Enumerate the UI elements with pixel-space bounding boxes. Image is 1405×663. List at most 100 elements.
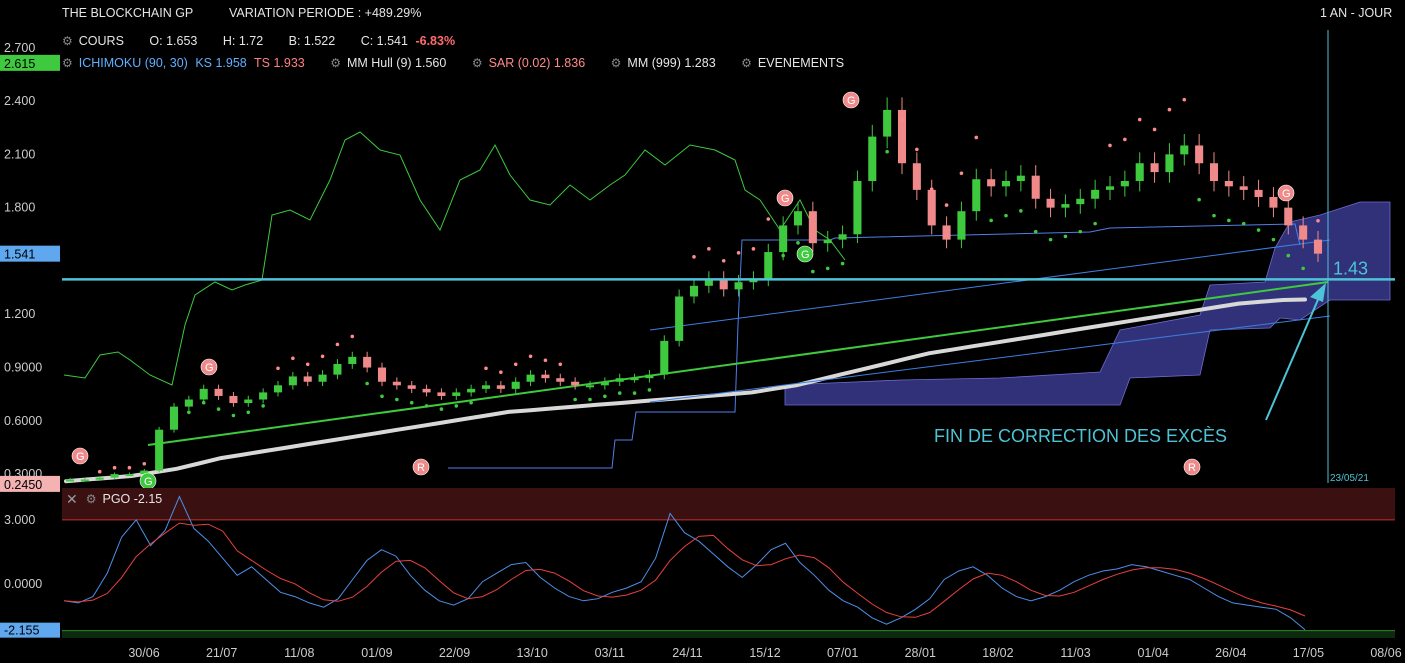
candle bbox=[1254, 179, 1263, 207]
sar-dot bbox=[781, 253, 785, 258]
sar-dot bbox=[588, 397, 592, 402]
pgo-line bbox=[63, 495, 1306, 631]
gear-icon[interactable]: ⚙ bbox=[62, 56, 73, 70]
candle-body bbox=[184, 399, 193, 407]
candle bbox=[1239, 176, 1248, 201]
annotation-arrowhead bbox=[1310, 283, 1326, 302]
candle bbox=[125, 472, 134, 477]
candle-body bbox=[65, 479, 75, 482]
candle-body bbox=[645, 374, 654, 379]
gear-icon[interactable]: ⚙ bbox=[741, 56, 752, 70]
candle bbox=[868, 124, 877, 192]
ichimoku-cloud bbox=[784, 201, 1391, 406]
gear-icon[interactable]: ⚙ bbox=[610, 56, 622, 70]
sar-dot bbox=[647, 388, 652, 392]
candle-body bbox=[1254, 189, 1263, 197]
sar-dot bbox=[1108, 143, 1112, 148]
candle-body bbox=[1031, 175, 1040, 199]
y-tick-label: 1.800 bbox=[4, 201, 35, 215]
gear-icon[interactable]: ⚙ bbox=[471, 56, 483, 70]
gear-icon[interactable]: ⚙ bbox=[62, 34, 73, 48]
candle bbox=[65, 478, 75, 482]
pgo-tick-label: 3.000 bbox=[4, 513, 35, 527]
sar-dot bbox=[721, 258, 726, 263]
period-selector[interactable]: 1 AN - JOUR bbox=[1320, 6, 1393, 20]
candle bbox=[288, 371, 297, 390]
candle bbox=[1269, 187, 1278, 218]
candle-body bbox=[140, 470, 149, 475]
x-tick-label: 21/07 bbox=[206, 646, 237, 660]
candle-body bbox=[407, 385, 416, 389]
sar-dot bbox=[692, 255, 696, 259]
candle-body bbox=[1150, 163, 1159, 173]
sar-dot bbox=[751, 247, 756, 251]
sar-dot bbox=[1048, 237, 1053, 242]
candle-body bbox=[333, 363, 342, 375]
hull-value: MM Hull (9) 1.560 bbox=[346, 56, 447, 70]
candle bbox=[437, 388, 446, 400]
candle bbox=[407, 381, 416, 394]
sar-dot bbox=[929, 187, 934, 191]
candle-body bbox=[1076, 198, 1085, 205]
sar-dot bbox=[1019, 209, 1023, 213]
sar-dot bbox=[1093, 221, 1097, 226]
candle bbox=[704, 271, 713, 294]
pgo-flag-label: -2.155 bbox=[4, 624, 39, 638]
candle-body bbox=[496, 385, 505, 389]
candle-body bbox=[422, 388, 431, 393]
candle-body bbox=[1105, 186, 1115, 190]
trend-line-green bbox=[147, 281, 1329, 446]
x-tick-label: 01/09 bbox=[361, 646, 392, 660]
ichimoku-label: ICHIMOKU (90, 30) bbox=[78, 56, 188, 70]
candle bbox=[541, 370, 550, 383]
sar-dot bbox=[484, 366, 488, 371]
candle bbox=[467, 384, 476, 397]
sar-dot bbox=[216, 407, 221, 411]
price-flag-label: 0.2450 bbox=[4, 478, 42, 492]
candle-body bbox=[229, 395, 238, 404]
pgo-header: ✕ ⚙ PGO -2.15 bbox=[62, 488, 162, 510]
sar-dot bbox=[112, 465, 117, 470]
x-tick-label: 03/11 bbox=[595, 646, 625, 660]
event-badge-label: G bbox=[144, 476, 153, 488]
gear-icon[interactable]: ⚙ bbox=[85, 492, 97, 506]
event-badge-circle bbox=[1183, 458, 1201, 476]
price-flag bbox=[0, 475, 60, 492]
sar-dot bbox=[543, 358, 548, 363]
sar-dot bbox=[380, 394, 384, 399]
candle bbox=[214, 384, 223, 400]
candle bbox=[1031, 165, 1040, 209]
candle bbox=[199, 384, 208, 404]
candle-body bbox=[1135, 163, 1144, 181]
event-badge: G bbox=[1277, 184, 1295, 202]
candle bbox=[1046, 188, 1055, 218]
candle-body bbox=[883, 109, 892, 137]
candle bbox=[897, 97, 907, 175]
close-icon[interactable]: ✕ bbox=[66, 490, 78, 507]
gear-icon[interactable]: ⚙ bbox=[330, 56, 341, 70]
candle bbox=[80, 478, 89, 482]
candle-body bbox=[1091, 189, 1100, 199]
candle bbox=[496, 381, 505, 394]
close-value: C: 1.541 bbox=[360, 34, 408, 48]
sar-dot bbox=[796, 241, 800, 245]
sar-dot bbox=[231, 413, 236, 418]
candle bbox=[333, 359, 342, 380]
candle bbox=[987, 168, 996, 197]
candle-body bbox=[957, 211, 966, 240]
candle bbox=[600, 377, 609, 390]
candle-body bbox=[734, 282, 743, 290]
chart-title: THE BLOCKCHAIN GP bbox=[62, 6, 194, 20]
x-tick-label: 18/02 bbox=[982, 646, 1013, 660]
candle-body bbox=[288, 376, 297, 386]
sar-dot bbox=[662, 357, 667, 362]
sar-dot bbox=[1286, 253, 1291, 258]
event-badge-label: G bbox=[801, 249, 810, 261]
candle-body bbox=[793, 211, 803, 226]
candle-body bbox=[972, 179, 981, 212]
candle-body bbox=[377, 367, 387, 382]
candle bbox=[645, 370, 654, 383]
candle-body bbox=[942, 225, 951, 240]
x-tick-label: 11/03 bbox=[1060, 646, 1090, 660]
